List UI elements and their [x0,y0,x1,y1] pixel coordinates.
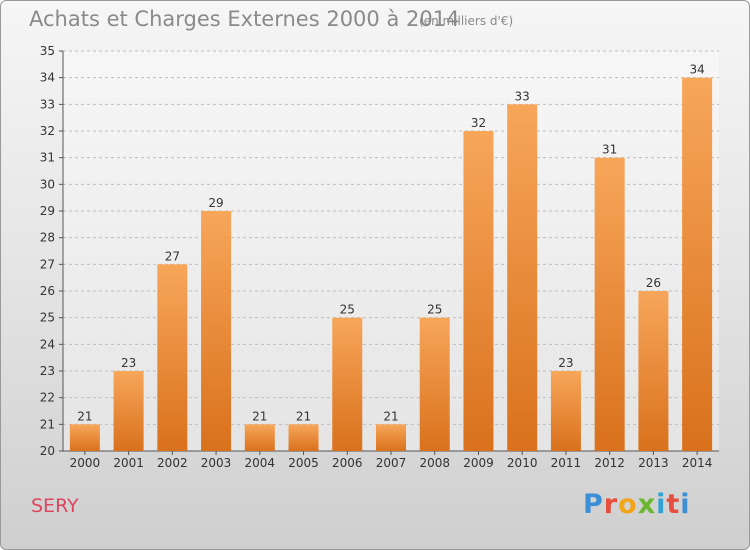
commune-name: SERY [31,495,79,517]
y-tick-label: 28 [40,231,55,245]
bar-value-label: 23 [558,356,573,370]
logo-letter: i [680,489,691,520]
bar-2004 [244,424,275,451]
y-tick-label: 35 [40,44,55,58]
y-tick-label: 20 [40,444,55,458]
y-tick-label: 23 [40,364,55,378]
x-tick-label: 2010 [507,456,538,470]
bar-2006 [332,317,363,451]
bar-value-label: 27 [165,249,180,263]
y-tick-label: 26 [40,284,55,298]
y-tick-label: 34 [40,71,55,85]
bar-2014 [682,77,713,452]
bar-value-label: 23 [121,356,136,370]
logo-letter: i [656,489,667,520]
x-tick-label: 2003 [201,456,232,470]
x-tick-label: 2008 [419,456,450,470]
proxiti-logo: Proxiti [583,489,691,520]
chart-unit: (en milliers d'€) [419,14,514,28]
y-tick-label: 25 [40,311,55,325]
bar-value-label: 21 [383,409,398,423]
y-tick-label: 22 [40,391,55,405]
bar-value-label: 29 [208,196,223,210]
x-tick-label: 2005 [288,456,319,470]
bar-2007 [376,424,406,451]
y-tick-label: 33 [40,97,55,111]
y-tick-label: 32 [40,124,55,138]
x-tick-label: 2009 [463,456,494,470]
y-tick-label: 30 [40,177,55,191]
x-tick-label: 2007 [376,456,407,470]
logo-letter: x [637,489,657,520]
bar-value-label: 31 [602,143,617,157]
y-tick-label: 21 [40,417,55,431]
bar-value-label: 33 [515,89,530,103]
bar-2011 [550,371,581,451]
x-tick-label: 2004 [245,456,276,470]
bar-value-label: 25 [340,303,355,317]
bar-value-label: 25 [427,303,442,317]
bar-value-label: 21 [296,409,311,423]
x-tick-label: 2012 [594,456,625,470]
bar-value-label: 34 [689,63,704,77]
logo-letter: P [583,489,604,520]
x-tick-label: 2000 [70,456,101,470]
x-tick-label: 2006 [332,456,363,470]
bar-value-label: 21 [252,409,267,423]
x-tick-label: 2014 [682,456,713,470]
bar-2002 [157,264,188,451]
bar-2012 [594,157,625,451]
bar-value-label: 21 [77,409,92,423]
bar-2010 [507,104,538,451]
x-tick-label: 2011 [551,456,582,470]
y-tick-label: 29 [40,204,55,218]
bar-2003 [201,211,232,451]
x-tick-label: 2002 [157,456,188,470]
bar-value-label: 32 [471,116,486,130]
bar-value-label: 26 [646,276,661,290]
x-tick-label: 2001 [113,456,144,470]
bar-2001 [113,371,144,451]
bar-2009 [463,131,494,451]
logo-letter: r [603,489,619,520]
y-tick-label: 24 [40,337,55,351]
y-tick-label: 31 [40,151,55,165]
bar-2013 [638,291,669,451]
bar-2000 [69,424,100,451]
x-tick-label: 2013 [638,456,669,470]
logo-letter: t [666,489,681,520]
y-tick-label: 27 [40,257,55,271]
chart-title: Achats et Charges Externes 2000 à 2014 [29,7,460,31]
bar-2008 [419,317,450,451]
bar-2005 [288,424,319,451]
logo-letter: o [618,489,638,520]
